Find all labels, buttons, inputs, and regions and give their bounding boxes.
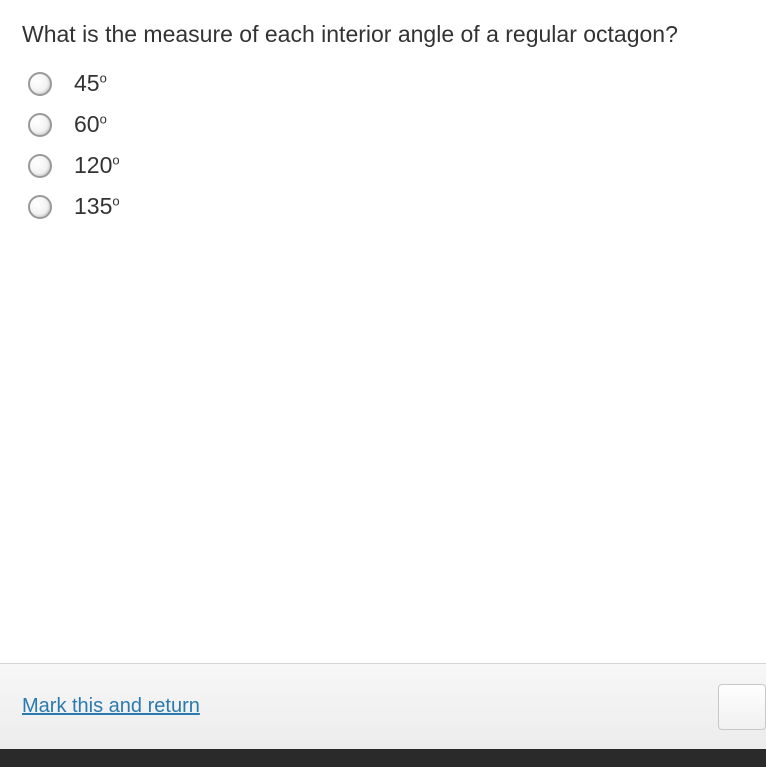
option-row[interactable]: 135o	[28, 193, 744, 220]
footer-bar: Mark this and return	[0, 663, 766, 749]
question-area: What is the measure of each interior ang…	[0, 0, 766, 252]
option-row[interactable]: 60o	[28, 111, 744, 138]
options-list: 45o 60o 120o 135o	[22, 70, 744, 220]
mark-return-link[interactable]: Mark this and return	[22, 695, 200, 718]
question-text: What is the measure of each interior ang…	[22, 18, 744, 50]
option-row[interactable]: 45o	[28, 70, 744, 97]
next-button[interactable]	[718, 684, 766, 730]
option-label: 135o	[74, 193, 120, 220]
radio-icon[interactable]	[28, 195, 52, 219]
radio-icon[interactable]	[28, 154, 52, 178]
radio-icon[interactable]	[28, 72, 52, 96]
option-label: 45o	[74, 70, 107, 97]
option-label: 60o	[74, 111, 107, 138]
radio-icon[interactable]	[28, 113, 52, 137]
option-label: 120o	[74, 152, 120, 179]
bottom-strip	[0, 749, 766, 767]
option-row[interactable]: 120o	[28, 152, 744, 179]
